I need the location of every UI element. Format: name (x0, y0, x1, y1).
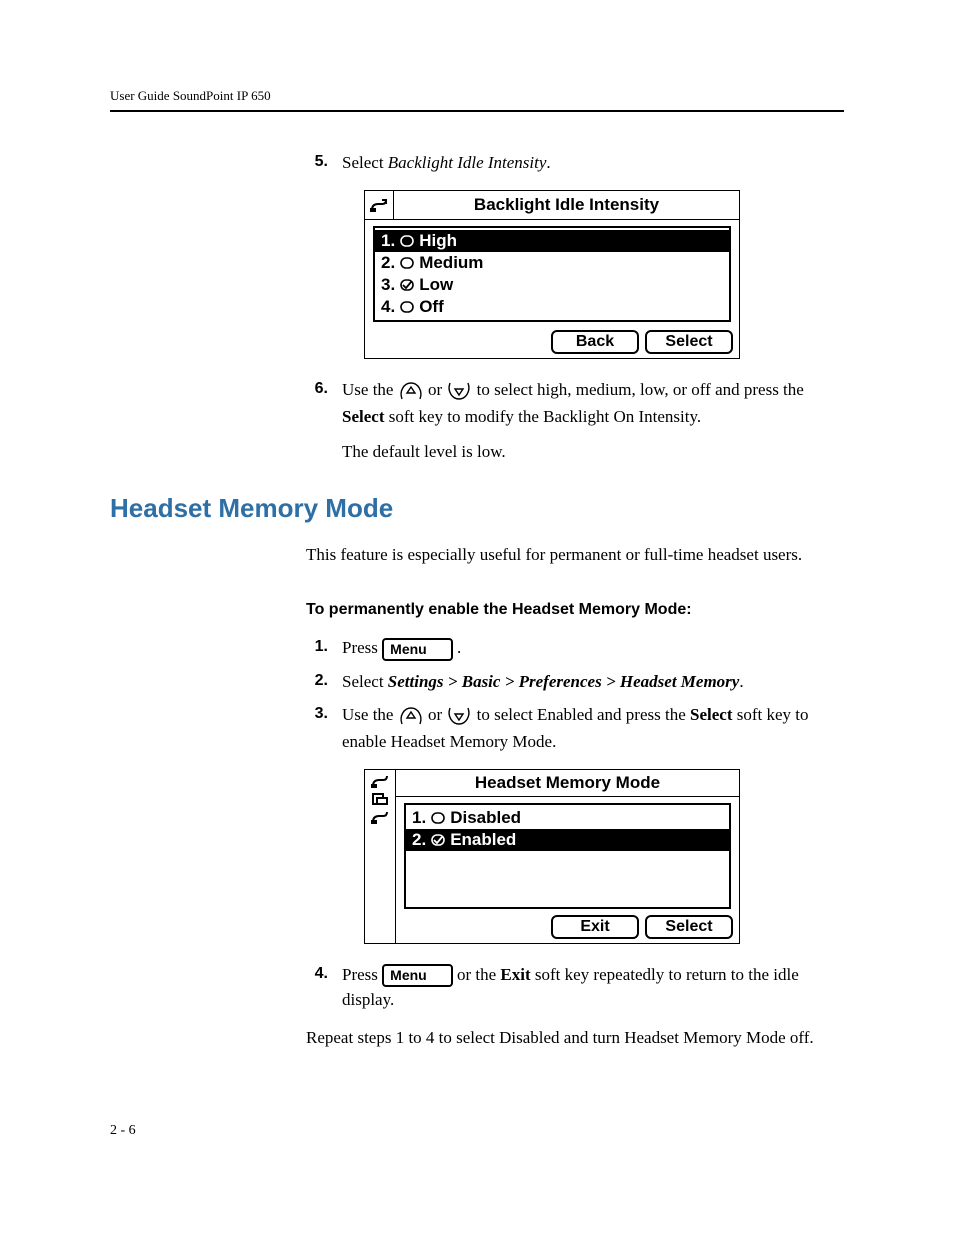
step-text: Use the (342, 380, 398, 399)
running-head: User Guide SoundPoint IP 650 (110, 88, 844, 104)
lcd-title: Backlight Idle Intensity (394, 191, 739, 219)
softkey-back[interactable]: Back (551, 330, 639, 354)
step-5: 5. Select Backlight Idle Intensity. (306, 150, 844, 176)
lcd-title: Headset Memory Mode (396, 770, 739, 797)
hs-step-3: 3. Use the or to select Enabled and pres… (306, 702, 844, 755)
option-label: Enabled (450, 830, 516, 850)
step-text: soft key to modify the Backlight On Inte… (384, 407, 701, 426)
option-num: 4. (381, 297, 395, 317)
option-num: 2. (381, 253, 395, 273)
down-arrow-key-icon (446, 378, 472, 404)
option-num: 1. (412, 808, 426, 828)
header-rule (110, 110, 844, 112)
hs-step-1: 1. Press Menu . (306, 635, 844, 661)
step-text: or the (457, 965, 500, 984)
option-num: 1. (381, 231, 395, 251)
step-text: . (457, 638, 461, 657)
up-arrow-key-icon (398, 378, 424, 404)
step-text: or (428, 705, 446, 724)
nav-path: Settings > Basic > Preferences > Headset… (388, 672, 740, 691)
lcd-status-icons (365, 191, 394, 219)
step-text-bold: Select (342, 407, 384, 426)
hs-step-4: 4. Press Menu or the Exit soft key repea… (306, 962, 844, 1013)
step-number: 1. (306, 635, 328, 661)
lcd-option[interactable]: 1. Disabled (406, 807, 729, 829)
lcd-status-icons (365, 770, 396, 943)
step-number: 6. (306, 377, 328, 465)
step-text-em: Backlight Idle Intensity (388, 153, 547, 172)
radio-unchecked-icon (399, 234, 415, 248)
option-label: Off (419, 297, 444, 317)
step-text: The default level is low. (342, 439, 844, 465)
lcd-option-list: 1. High 2. Medium 3. Low (373, 226, 731, 322)
menu-key-icon: Menu (382, 964, 453, 987)
step-text: to select high, medium, low, or off and … (477, 380, 804, 399)
step-6: 6. Use the or to select high, medium, lo… (306, 377, 844, 465)
step-text: or (428, 380, 446, 399)
softkey-select[interactable]: Select (645, 330, 733, 354)
intro-text: This feature is especially useful for pe… (306, 542, 844, 568)
step-text: Select (342, 672, 388, 691)
step-number: 3. (306, 702, 328, 755)
radio-unchecked-icon (430, 811, 446, 825)
step-text: . (739, 672, 743, 691)
radio-checked-icon (399, 278, 415, 292)
radio-checked-icon (430, 833, 446, 847)
radio-unchecked-icon (399, 300, 415, 314)
hs-step-2: 2. Select Settings > Basic > Preferences… (306, 669, 844, 695)
lcd-headset-memory: Headset Memory Mode 1. Disabled 2. Enabl… (364, 769, 844, 944)
step-text: Press (342, 638, 382, 657)
step-text: to select Enabled and press the (477, 705, 690, 724)
step-text: Use the (342, 705, 398, 724)
subheading: To permanently enable the Headset Memory… (306, 601, 844, 619)
radio-unchecked-icon (399, 256, 415, 270)
step-text-bold: Select (690, 705, 732, 724)
softkey-select[interactable]: Select (645, 915, 733, 939)
lcd-option[interactable]: 1. High (375, 230, 729, 252)
page-number: 2 - 6 (110, 1123, 136, 1139)
step-text-suffix: . (546, 153, 550, 172)
down-arrow-key-icon (446, 703, 472, 729)
option-label: Low (419, 275, 453, 295)
step-number: 4. (306, 962, 328, 1013)
option-num: 2. (412, 830, 426, 850)
lcd-option[interactable]: 4. Off (375, 296, 729, 318)
option-num: 3. (381, 275, 395, 295)
step-text: Select (342, 153, 388, 172)
closing-text: Repeat steps 1 to 4 to select Disabled a… (306, 1025, 844, 1051)
step-text: Press (342, 965, 382, 984)
step-text-bold: Exit (500, 965, 530, 984)
option-label: Medium (419, 253, 483, 273)
option-label: Disabled (450, 808, 521, 828)
option-label: High (419, 231, 457, 251)
softkey-exit[interactable]: Exit (551, 915, 639, 939)
section-title-headset-memory: Headset Memory Mode (110, 493, 844, 524)
lcd-option[interactable]: 3. Low (375, 274, 729, 296)
lcd-option-list: 1. Disabled 2. Enabled (404, 803, 731, 909)
lcd-backlight-idle: Backlight Idle Intensity 1. High 2. Medi… (364, 190, 844, 359)
lcd-option[interactable]: 2. Medium (375, 252, 729, 274)
step-number: 5. (306, 150, 328, 176)
step-number: 2. (306, 669, 328, 695)
up-arrow-key-icon (398, 703, 424, 729)
menu-key-icon: Menu (382, 638, 453, 661)
lcd-option[interactable]: 2. Enabled (406, 829, 729, 851)
